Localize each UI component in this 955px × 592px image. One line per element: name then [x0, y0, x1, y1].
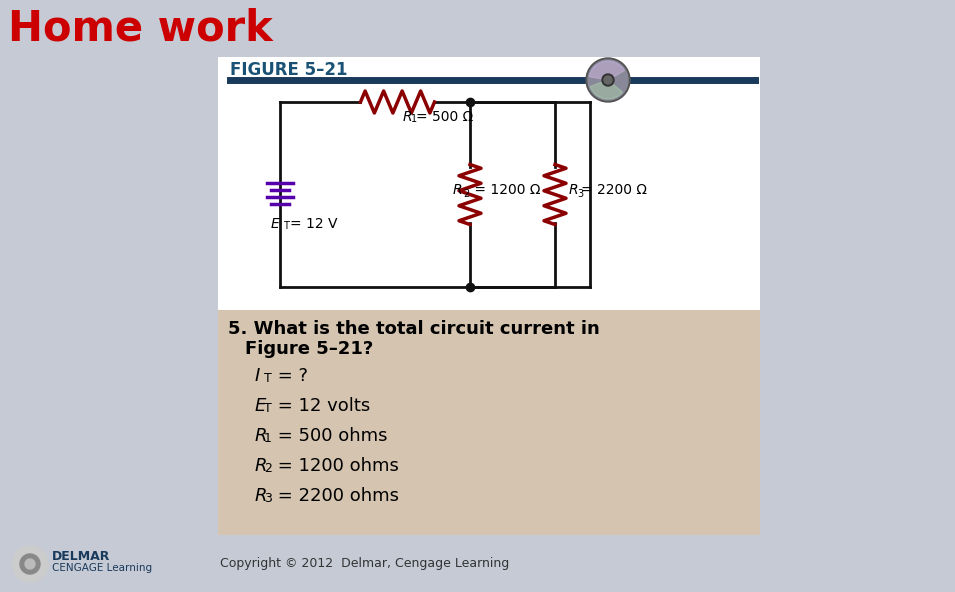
Text: = 500 ohms: = 500 ohms — [272, 427, 388, 445]
Circle shape — [602, 74, 614, 86]
Text: R: R — [402, 110, 413, 124]
Text: = 1200 ohms: = 1200 ohms — [272, 457, 399, 475]
Text: 2: 2 — [463, 188, 469, 198]
Text: T: T — [264, 372, 272, 385]
Text: T: T — [283, 220, 288, 230]
Text: R: R — [255, 487, 267, 505]
Text: I: I — [255, 367, 261, 385]
Circle shape — [586, 58, 630, 102]
Text: E: E — [255, 397, 266, 415]
Text: R: R — [255, 427, 267, 445]
Text: 3: 3 — [577, 188, 584, 198]
Wedge shape — [590, 80, 623, 99]
Text: 2: 2 — [264, 462, 272, 475]
Text: R: R — [453, 182, 462, 197]
Text: CENGAGE Learning: CENGAGE Learning — [52, 563, 152, 573]
Circle shape — [588, 60, 628, 100]
Text: FIGURE 5–21: FIGURE 5–21 — [230, 61, 348, 79]
Circle shape — [604, 76, 612, 84]
Circle shape — [12, 546, 48, 582]
Text: 5. What is the total circuit current in: 5. What is the total circuit current in — [228, 320, 600, 338]
Text: R: R — [569, 182, 579, 197]
Text: = 1200 Ω: = 1200 Ω — [470, 182, 541, 197]
Wedge shape — [589, 61, 625, 80]
Text: = 2200 Ω: = 2200 Ω — [581, 182, 647, 197]
FancyBboxPatch shape — [218, 57, 760, 312]
Text: E: E — [270, 217, 280, 230]
Text: Figure 5–21?: Figure 5–21? — [245, 340, 373, 358]
FancyBboxPatch shape — [218, 310, 760, 535]
Text: R: R — [255, 457, 267, 475]
Text: 3: 3 — [264, 492, 272, 505]
Text: T: T — [264, 402, 272, 415]
Circle shape — [25, 559, 35, 569]
Text: Home work: Home work — [8, 7, 273, 49]
Text: = 12 V: = 12 V — [290, 217, 337, 230]
Text: = ?: = ? — [272, 367, 308, 385]
Text: 1: 1 — [264, 432, 272, 445]
Text: = 500 Ω: = 500 Ω — [415, 110, 473, 124]
Circle shape — [20, 554, 40, 574]
Text: 1: 1 — [411, 114, 416, 124]
Text: Copyright © 2012  Delmar, Cengage Learning: Copyright © 2012 Delmar, Cengage Learnin… — [220, 558, 509, 571]
Text: = 12 volts: = 12 volts — [272, 397, 371, 415]
Text: = 2200 ohms: = 2200 ohms — [272, 487, 399, 505]
Text: DELMAR: DELMAR — [52, 549, 111, 562]
